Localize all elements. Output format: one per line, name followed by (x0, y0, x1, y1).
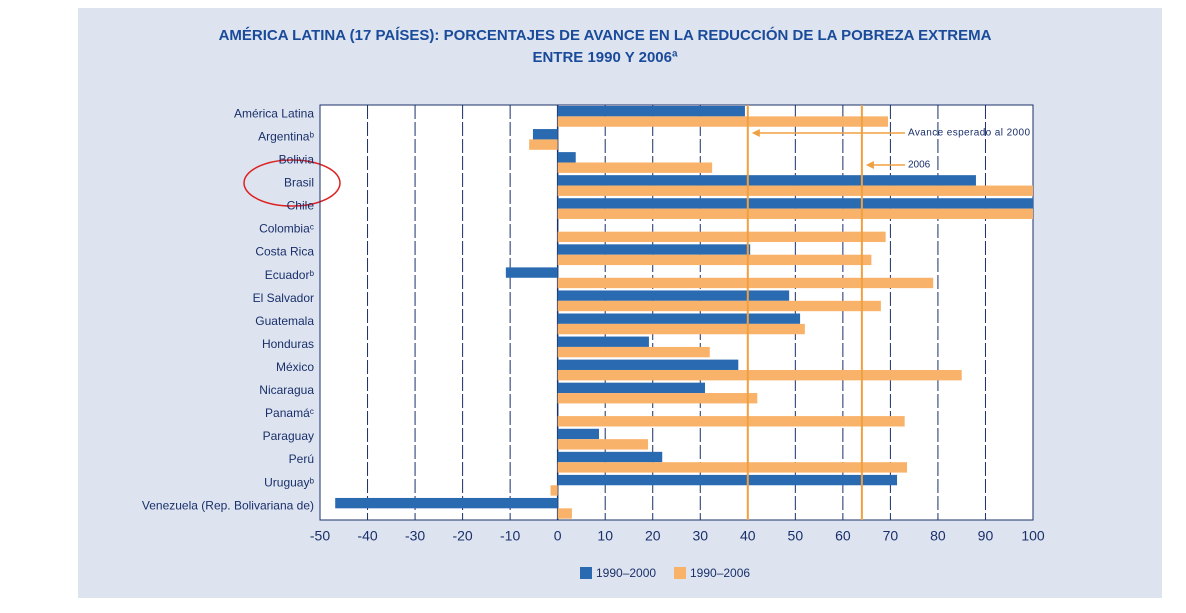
arrow-head (751, 129, 760, 137)
bar (557, 439, 648, 450)
annotation: 2006 (908, 160, 931, 171)
x-tick-label: 70 (883, 528, 899, 544)
bar (532, 129, 558, 140)
y-tick-label: Paraguay (263, 429, 314, 443)
chart-title: ENTRE 1990 Y 2006ª (532, 49, 678, 66)
y-tick-label: Chile (287, 199, 315, 213)
y-tick-label: México (276, 360, 314, 374)
y-tick-label: Honduras (262, 337, 314, 351)
x-tick-label: 30 (692, 528, 708, 544)
x-tick-label: 50 (788, 528, 804, 544)
y-tick-label: Venezuela (Rep. Bolivariana de) (142, 498, 314, 512)
bar (505, 267, 558, 278)
y-tick-label: Perú (289, 452, 314, 466)
bar (557, 359, 739, 370)
y-tick-label: Costa Rica (255, 245, 314, 259)
bar (557, 382, 706, 394)
y-tick-label: Bolivia (279, 153, 315, 167)
legend-swatch (674, 567, 686, 579)
bar (557, 231, 886, 243)
bar (557, 116, 889, 127)
y-tick-label: Brasil (284, 176, 314, 190)
bar (557, 462, 908, 473)
y-tick-label: Ecuadorᵇ (265, 268, 315, 282)
x-tick-label: -30 (405, 528, 425, 544)
bar (557, 346, 710, 358)
bar (557, 277, 934, 289)
bar (557, 254, 872, 266)
legend-label: 1990–2006 (690, 566, 750, 580)
bar (557, 336, 649, 347)
x-tick-label: 10 (597, 528, 613, 544)
bar (557, 508, 572, 519)
y-tick-label: El Salvador (253, 291, 314, 305)
bar (557, 369, 962, 381)
y-tick-label: Nicaragua (259, 383, 314, 397)
bar (557, 175, 976, 186)
bar (557, 300, 881, 312)
x-tick-label: 20 (645, 528, 661, 544)
bar (529, 139, 558, 150)
y-tick-label: Argentinaᵇ (258, 129, 314, 143)
y-tick-label: América Latina (234, 106, 314, 120)
x-tick-label: -50 (310, 528, 330, 544)
plot-area (319, 104, 1034, 521)
x-tick-label: 90 (978, 528, 994, 544)
annotation: Avance esperado al 2000 (908, 128, 1030, 139)
y-tick-label: Panamáᶜ (265, 406, 314, 420)
bar (557, 208, 1033, 219)
x-tick-label: -40 (357, 528, 377, 544)
bar (557, 428, 600, 440)
y-tick-label: Uruguayᵇ (264, 475, 314, 489)
x-tick-label: 40 (740, 528, 756, 544)
bar (557, 393, 758, 404)
legend-label: 1990–2000 (596, 566, 656, 580)
y-tick-label: Colombiaᶜ (259, 222, 314, 236)
bar (557, 152, 576, 163)
bar (335, 497, 558, 509)
legend-swatch (580, 567, 592, 579)
bar (557, 313, 801, 324)
bar (557, 290, 790, 301)
highlight-circle (243, 159, 341, 207)
bar (557, 198, 1033, 209)
x-tick-label: 100 (1021, 528, 1045, 544)
bar (557, 416, 905, 427)
x-tick-label: -20 (452, 528, 472, 544)
bar (557, 162, 713, 173)
y-tick-label: Guatemala (255, 314, 314, 328)
bar (557, 244, 751, 255)
bar (550, 485, 558, 496)
x-tick-label: 80 (930, 528, 946, 544)
x-tick-label: 0 (554, 528, 562, 544)
bar (557, 185, 1033, 196)
x-tick-label: -10 (500, 528, 520, 544)
chart-title: AMÉRICA LATINA (17 PAÍSES): PORCENTAJES … (219, 26, 992, 44)
bar (557, 106, 745, 117)
arrow-head (865, 161, 874, 169)
bar (557, 451, 663, 463)
bar (557, 323, 805, 335)
x-tick-label: 60 (835, 528, 851, 544)
bar (557, 474, 898, 486)
